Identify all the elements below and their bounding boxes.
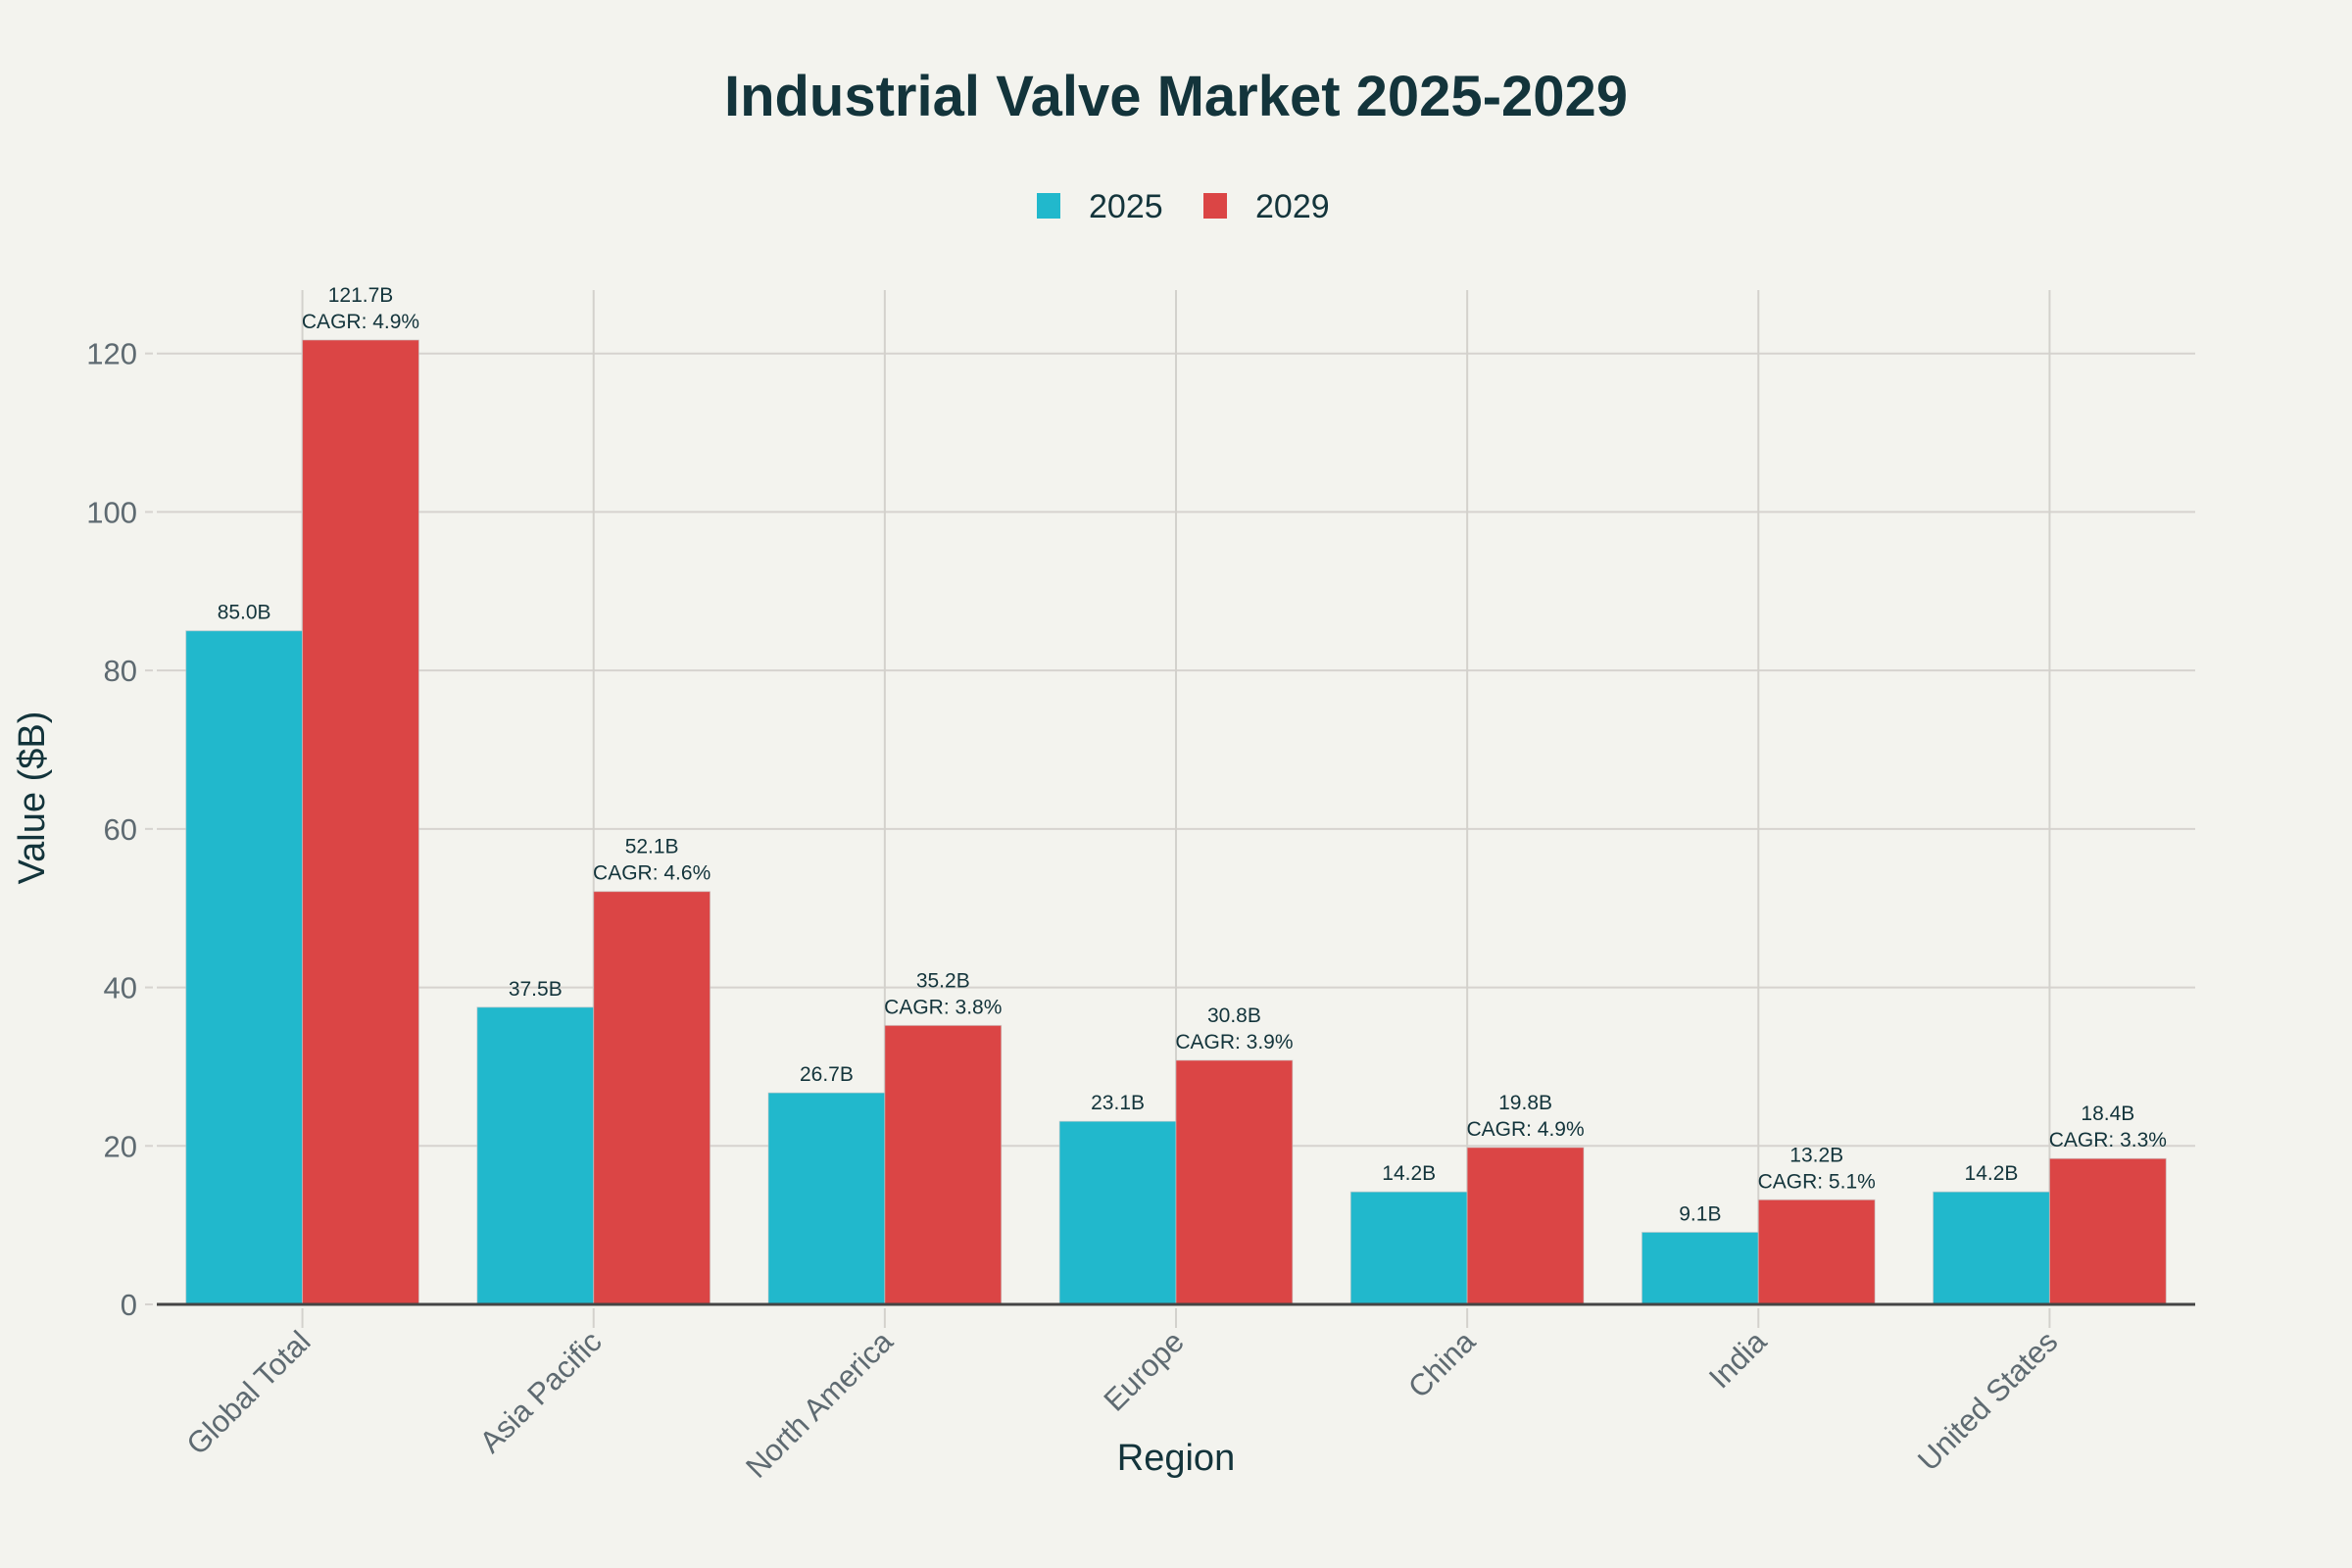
value-label: 35.2B [916,969,970,992]
cagr-label: CAGR: 3.8% [884,996,1002,1018]
bar-2029-north-america [884,1024,1003,1305]
y-tick-label: 20 [104,1129,137,1163]
x-tick-label: Global Total [179,1324,317,1461]
y-axis-title: Value ($B) [12,711,53,885]
cagr-label: CAGR: 4.6% [593,862,710,885]
x-tick-label: Europe [1098,1324,1191,1417]
value-label: 13.2B [1789,1144,1843,1166]
bar-2025-asia-pacific [476,1006,595,1305]
value-label: 19.8B [1498,1092,1552,1114]
value-label: 23.1B [1091,1092,1145,1114]
x-axis-title: Region [1117,1438,1235,1479]
x-tick-label: India [1702,1324,1774,1396]
cagr-label: CAGR: 4.9% [302,311,419,333]
y-tick-label: 40 [104,971,137,1005]
y-tick-label: 100 [86,495,137,529]
cagr-label: CAGR: 3.3% [2049,1129,2167,1152]
legend-label-2029: 2029 [1255,188,1330,225]
value-label: 85.0B [218,602,271,624]
value-label: 18.4B [2081,1102,2134,1125]
bar-2029-global-total [302,339,419,1305]
data-labels: 85.0B 37.5B 26.7B 23.1B 14.2B 9.1B 14.2B CAGR: … [218,284,2167,1225]
x-tick-label: United States [1911,1324,2064,1477]
legend-label-2025: 2025 [1089,188,1163,225]
grid [157,290,2195,1304]
y-tick-label: 80 [104,654,137,688]
bar-2029-united-states [2048,1157,2167,1305]
legend: 2025 2029 [1037,188,1330,225]
bar-2025-india [1641,1231,1759,1305]
value-label: 14.2B [1965,1162,2019,1185]
bar-2025-china [1349,1191,1468,1305]
cagr-label: CAGR: 3.9% [1175,1031,1293,1054]
bar-2025-united-states [1933,1191,2050,1305]
y-tick-label: 120 [86,337,137,371]
cagr-label: CAGR: 4.9% [1466,1118,1584,1141]
value-label: 30.8B [1207,1004,1261,1027]
value-label: 37.5B [509,978,563,1001]
value-label: 14.2B [1382,1162,1436,1185]
y-axis: 0 20 40 60 80 100 120 [86,337,153,1322]
bar-2029-india [1757,1199,1876,1305]
bar-2025-europe [1058,1120,1177,1305]
x-tick-label: Asia Pacific [473,1324,609,1459]
y-tick-label: 0 [121,1288,137,1322]
x-tick-label: North America [739,1324,900,1485]
value-label: 9.1B [1679,1202,1721,1225]
bar-2029-europe [1175,1059,1294,1305]
y-tick-label: 60 [104,812,137,847]
bar-2025-north-america [767,1092,886,1305]
chart-title: Industrial Valve Market 2025-2029 [724,65,1628,128]
legend-swatch-2029 [1203,193,1227,219]
value-label: 52.1B [625,836,679,858]
bar-2029-china [1466,1147,1585,1305]
bar-2025-global-total [185,630,304,1305]
x-tick-label: China [1401,1324,1483,1405]
bar-2029-asia-pacific [593,891,711,1305]
value-label: 26.7B [800,1063,854,1086]
cagr-label: CAGR: 5.1% [1758,1170,1876,1193]
bars [157,339,2195,1306]
legend-swatch-2025 [1037,193,1060,219]
value-label: 121.7B [328,284,394,307]
